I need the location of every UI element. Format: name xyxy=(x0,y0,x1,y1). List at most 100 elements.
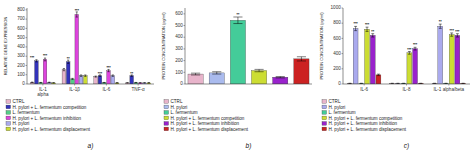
y-tick-label: 300 xyxy=(175,46,183,51)
error-cap xyxy=(126,83,128,84)
significance-label: *** xyxy=(98,72,103,76)
y-tick-label: 200 xyxy=(17,63,25,68)
legend-label: H. pylori xyxy=(171,105,188,110)
error-cap xyxy=(116,83,118,84)
y-tick xyxy=(184,84,186,85)
legend-label: CTRL xyxy=(13,99,25,104)
error-cap xyxy=(52,83,54,84)
legend-swatch xyxy=(6,116,11,120)
error-cap xyxy=(40,82,42,83)
error-bar xyxy=(63,69,65,71)
legend-label: CTRL xyxy=(171,99,183,104)
error-cap xyxy=(212,71,221,72)
bar xyxy=(98,76,102,84)
x-tick-label: IL-1 alpha/beta xyxy=(434,87,465,92)
error-line xyxy=(140,82,141,83)
error-cap xyxy=(191,74,200,75)
bar xyxy=(107,71,111,84)
panel-title: a) xyxy=(88,142,94,150)
error-cap xyxy=(360,83,363,84)
error-line xyxy=(53,82,54,83)
bar xyxy=(413,49,418,84)
error-cap xyxy=(191,73,200,74)
error-bar xyxy=(354,26,357,30)
error-cap xyxy=(48,82,50,83)
x-tick-label: TNF-α xyxy=(132,87,145,92)
error-line xyxy=(32,82,33,84)
error-cap xyxy=(80,74,82,75)
legend-swatch xyxy=(6,122,11,126)
x-tick-label-line: TNF-α xyxy=(132,87,145,92)
y-tick-label: 400 xyxy=(17,44,25,49)
error-bar xyxy=(71,78,73,79)
error-cap xyxy=(212,74,221,75)
error-cap xyxy=(297,56,306,57)
error-cap xyxy=(371,37,374,38)
error-line xyxy=(148,82,149,83)
error-line xyxy=(49,82,50,83)
error-cap xyxy=(433,83,436,84)
y-tick xyxy=(342,23,344,24)
error-line xyxy=(127,82,128,83)
error-line xyxy=(85,75,86,76)
x-tick xyxy=(448,84,449,86)
error-bar xyxy=(408,51,411,54)
significance-label: *** xyxy=(75,9,80,13)
background xyxy=(0,0,474,158)
error-cap xyxy=(391,83,394,84)
x-tick-label-line: IL-1 alpha/beta xyxy=(434,87,465,92)
significance-label: *** xyxy=(365,23,370,27)
legend-label: H. pylori + L. fermentum displacement xyxy=(171,127,249,132)
error-bar xyxy=(139,82,141,83)
error-bar xyxy=(276,77,285,78)
bar xyxy=(79,76,83,84)
error-cap xyxy=(377,75,380,76)
y-tick xyxy=(342,68,344,69)
y-tick-label: 600 xyxy=(17,26,25,31)
y-tick-label: 100 xyxy=(17,72,25,77)
error-cap xyxy=(439,28,442,29)
legend-swatch xyxy=(6,105,11,109)
x-axis xyxy=(27,84,154,85)
x-tick-label-line: alpha xyxy=(37,92,49,97)
legend-swatch xyxy=(164,127,169,131)
error-cap xyxy=(116,82,118,83)
error-bar xyxy=(103,82,105,83)
x-tick-label: IL-6 xyxy=(360,87,368,92)
legend-label: H. pylori + L. fermentum displacement xyxy=(329,127,407,132)
error-cap xyxy=(143,83,145,84)
bar xyxy=(449,35,454,84)
error-cap xyxy=(348,83,351,84)
error-line xyxy=(72,78,73,79)
error-line xyxy=(40,82,41,83)
y-tick-label: 300 xyxy=(17,53,25,58)
panel-title: b) xyxy=(246,142,252,150)
panel-title: c) xyxy=(404,142,409,150)
y-tick xyxy=(184,13,186,14)
legend-swatch xyxy=(164,116,169,120)
x-tick xyxy=(74,84,75,86)
y-tick-label: 500 xyxy=(175,23,183,28)
error-cap xyxy=(112,74,114,75)
x-tick-label: IL-6 xyxy=(102,87,110,92)
y-tick-label: 100 xyxy=(175,70,183,75)
error-cap xyxy=(276,77,285,78)
error-bar xyxy=(255,69,264,71)
y-tick xyxy=(184,48,186,49)
bar xyxy=(353,29,358,84)
x-tick-label-line: IL-8 xyxy=(403,87,411,92)
legend: CTRLH. pyloriL. fermentumH. pylori + L. … xyxy=(164,99,249,132)
error-line xyxy=(440,24,441,28)
legend-swatch xyxy=(322,100,327,104)
bar xyxy=(35,61,39,84)
legend-label: H. pylori + L. fermentum inhibition xyxy=(171,121,240,126)
y-tick xyxy=(26,9,28,10)
error-line xyxy=(63,69,64,71)
error-cap xyxy=(148,83,150,84)
bar xyxy=(407,53,412,84)
error-cap xyxy=(35,59,37,60)
error-cap xyxy=(80,76,82,77)
error-line xyxy=(378,74,379,76)
x-tick-label-line: IL-6 xyxy=(360,87,368,92)
x-tick xyxy=(364,84,365,86)
